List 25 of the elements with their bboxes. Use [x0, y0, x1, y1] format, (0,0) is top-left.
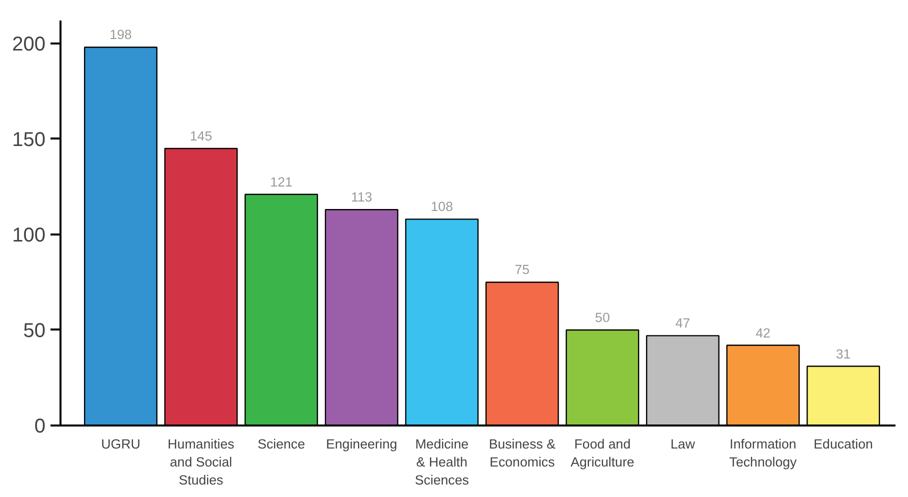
- x-tick-label: Humanities and Social Studies: [168, 436, 235, 488]
- data-label: 113: [350, 190, 372, 205]
- x-tick-label: Engineering: [326, 436, 398, 452]
- x-tick-label: Information Technology: [729, 436, 798, 470]
- x-tick-label: Business & Economics: [488, 436, 556, 470]
- x-tick-label: UGRU: [101, 436, 140, 452]
- x-tick-label: Law: [670, 436, 696, 452]
- y-tick-label: 50: [23, 320, 46, 342]
- x-tick-label: Education: [814, 436, 873, 452]
- data-label: 108: [430, 199, 453, 214]
- data-label: 75: [514, 262, 530, 278]
- data-label: 198: [110, 27, 132, 42]
- data-label: 42: [756, 325, 770, 340]
- x-tick-label: Food and Agriculture: [570, 436, 634, 470]
- y-tick-label: 0: [34, 416, 46, 438]
- data-label: 47: [675, 316, 690, 331]
- y-tick-label: 100: [12, 224, 46, 246]
- data-label: 50: [595, 310, 610, 325]
- x-tick-label: Science: [258, 436, 306, 452]
- y-tick-label: 150: [12, 128, 46, 151]
- y-tick-label: 200: [12, 33, 46, 56]
- data-label: 145: [190, 128, 212, 144]
- data-label: 121: [270, 174, 292, 190]
- data-label: 31: [836, 346, 851, 362]
- x-tick-label: Medicine & Health Sciences: [414, 436, 470, 488]
